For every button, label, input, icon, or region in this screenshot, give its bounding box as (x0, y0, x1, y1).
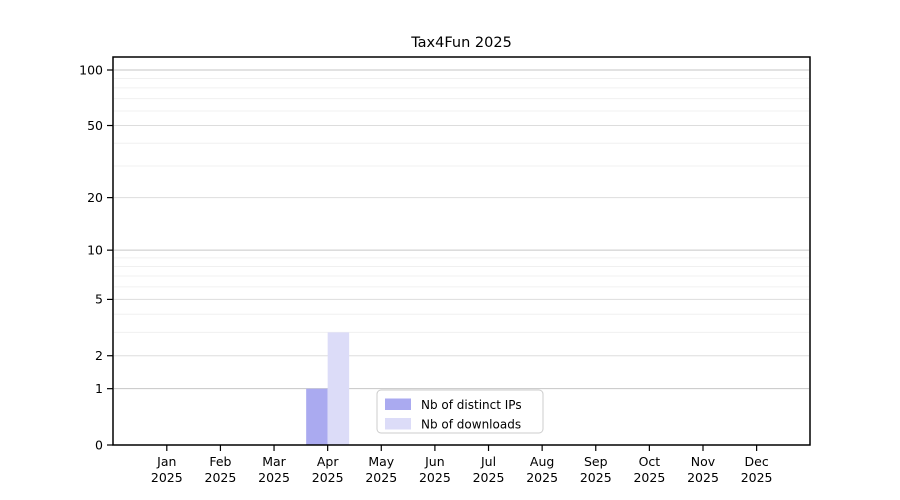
y-axis-tick-label-5: 5 (95, 292, 103, 307)
x-axis-tick-label-month-feb: Feb (209, 454, 231, 469)
y-axis-tick-label-20: 20 (87, 190, 103, 205)
x-axis-tick-label-month-nov: Nov (691, 454, 716, 469)
x-axis-tick-label-year-may: 2025 (365, 470, 397, 485)
x-axis-tick-label-year-mar: 2025 (258, 470, 290, 485)
x-axis-tick-label-month-dec: Dec (745, 454, 769, 469)
y-axis-tick-label-0: 0 (95, 437, 103, 452)
y-axis-tick-label-1: 1 (95, 381, 103, 396)
y-axis-tick-label-100: 100 (79, 62, 103, 77)
x-axis-tick-label-month-jun: Jun (424, 454, 445, 469)
bar-nb-of-downloads-apr-2025 (327, 332, 350, 445)
chart-title: Tax4Fun 2025 (411, 35, 512, 51)
x-axis-tick-label-year-jul: 2025 (473, 470, 505, 485)
legend-label-nb-of-downloads: Nb of downloads (421, 417, 521, 431)
y-axis-tick-label-50: 50 (87, 118, 103, 133)
x-axis-tick-label-year-aug: 2025 (526, 470, 558, 485)
y-axis-tick-label-10: 10 (87, 242, 103, 257)
x-axis-tick-label-month-apr: Apr (317, 454, 339, 469)
x-axis-tick-label-year-dec: 2025 (741, 470, 773, 485)
bar-nb-of-distinct-ips-apr-2025 (306, 388, 328, 445)
legend-box (376, 389, 544, 434)
x-axis-tick-label-year-feb: 2025 (205, 470, 237, 485)
x-axis-tick-label-month-jan: Jan (156, 454, 176, 469)
x-axis-tick-label-year-oct: 2025 (633, 470, 665, 485)
x-axis-tick-label-year-nov: 2025 (687, 470, 719, 485)
legend-swatch-nb-of-downloads (385, 418, 411, 430)
x-axis-tick-label-year-sep: 2025 (580, 470, 612, 485)
x-axis-tick-label-month-jul: Jul (480, 454, 496, 469)
plot-border (112, 56, 811, 446)
x-axis-tick-label-month-mar: Mar (262, 454, 286, 469)
x-axis-tick-label-month-may: May (368, 454, 394, 469)
x-axis-tick-label-year-jan: 2025 (151, 470, 183, 485)
legend-label-nb-of-distinct-ips: Nb of distinct IPs (421, 398, 522, 412)
x-axis-tick-label-year-jun: 2025 (419, 470, 451, 485)
legend-swatch-nb-of-distinct-ips (385, 398, 411, 410)
y-axis-tick-label-2: 2 (95, 348, 103, 363)
x-axis-tick-label-year-apr: 2025 (312, 470, 344, 485)
x-axis-tick-label-month-sep: Sep (584, 454, 608, 469)
x-axis-tick-label-month-oct: Oct (639, 454, 661, 469)
x-axis-tick-label-month-aug: Aug (530, 454, 554, 469)
